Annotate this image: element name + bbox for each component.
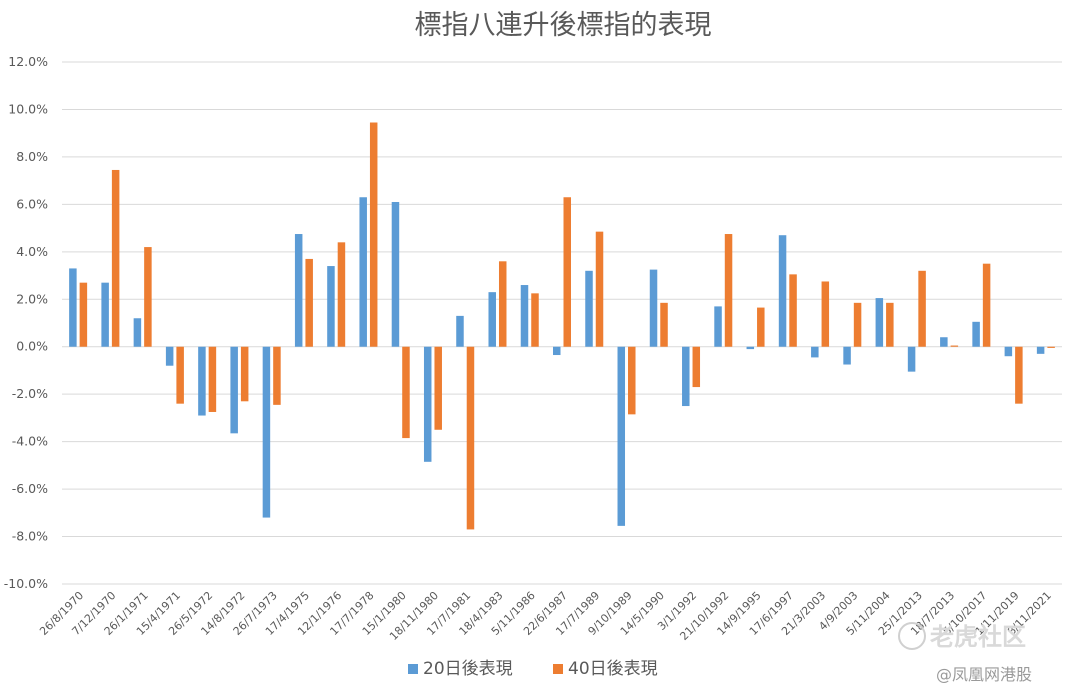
y-tick-label: -8.0%	[12, 529, 48, 544]
y-tick-label: -2.0%	[12, 386, 48, 401]
bar-series-2	[886, 302, 894, 347]
bar-series-2	[660, 302, 668, 347]
y-tick-label: -10.0%	[4, 576, 48, 591]
bar-series-1	[165, 346, 174, 366]
bar-series-1	[617, 346, 626, 526]
bar-series-1	[133, 318, 142, 347]
legend-swatch	[408, 664, 418, 674]
chart-title: 標指八連升後標指的表現	[415, 10, 712, 41]
legend-label: 40日後表現	[568, 659, 658, 679]
bar-series-1	[843, 346, 851, 365]
y-tick-label: 8.0%	[16, 149, 48, 164]
bar-series-2	[918, 270, 926, 347]
bar-series-2	[692, 346, 701, 388]
bar-series-2	[466, 346, 475, 530]
bar-series-2	[950, 345, 959, 347]
bar-series-2	[789, 274, 797, 347]
bar-series-2	[240, 346, 249, 402]
bar-series-1	[520, 285, 529, 347]
bar-series-1	[294, 234, 303, 347]
bar-series-2	[79, 282, 88, 347]
y-tick-label: 0.0%	[16, 339, 48, 354]
bar-series-1	[553, 346, 561, 356]
bar-series-2	[208, 346, 217, 412]
bar-series-2	[434, 346, 442, 430]
bar-series-1	[456, 315, 464, 347]
bar-series-2	[531, 293, 539, 347]
bar-series-1	[682, 346, 690, 407]
y-tick-label: 4.0%	[16, 244, 48, 259]
bar-series-2	[1047, 346, 1055, 348]
bar-series-2	[369, 122, 378, 347]
bar-series-2	[402, 346, 410, 439]
y-tick-label: 6.0%	[16, 196, 48, 211]
bar-series-2	[144, 247, 152, 347]
bar-series-1	[940, 337, 948, 347]
x-axis-category-labels: 26/8/19707/12/197026/1/197115/4/197126/5…	[37, 589, 1054, 643]
bar-series-1	[423, 346, 432, 462]
bar-series-2	[724, 234, 733, 347]
gridlines	[62, 61, 1062, 585]
legend-swatch	[553, 664, 563, 674]
bar-series-2	[176, 346, 184, 404]
bar-series-1	[1036, 346, 1045, 354]
bar-series-1	[907, 346, 916, 372]
bar-series-2	[982, 263, 991, 347]
watermark-logo-icon	[898, 622, 926, 650]
bar-series-2	[853, 302, 862, 347]
bar-series-1	[811, 346, 819, 358]
bar-series-2	[821, 281, 830, 347]
bar-series-1	[1004, 346, 1013, 357]
bar-series-2	[273, 346, 281, 405]
bar-series-1	[875, 298, 884, 347]
bar-series-2	[111, 169, 120, 347]
watermark-credit: @凤凰网港股	[936, 665, 1032, 684]
bar-series-2	[305, 258, 313, 347]
bar-series-2	[628, 346, 636, 415]
bar-series-2	[337, 242, 346, 347]
bars	[69, 122, 1055, 530]
bar-series-1	[488, 292, 496, 347]
legend-label: 20日後表現	[423, 659, 513, 679]
bar-series-1	[391, 201, 400, 347]
legend: 20日後表現 40日後表現	[408, 659, 658, 679]
y-tick-label: 10.0%	[8, 101, 48, 116]
bar-series-2	[498, 261, 507, 347]
watermark: 老虎社区 @凤凰网港股	[898, 622, 1032, 684]
watermark-logo-text: 老虎社区	[930, 623, 1026, 651]
bar-series-1	[69, 268, 77, 347]
bar-series-1	[649, 269, 658, 347]
y-axis-tick-labels: 12.0% 10.0% 8.0% 6.0% 4.0% 2.0% 0.0% -2.0% -4.0%…	[4, 54, 48, 591]
y-tick-label: -4.0%	[12, 434, 48, 449]
bar-series-1	[262, 346, 271, 518]
bar-series-2	[757, 307, 765, 347]
bar-series-1	[714, 306, 722, 347]
bar-series-2	[595, 231, 604, 347]
bar-series-1	[198, 346, 206, 416]
y-tick-label: -6.0%	[12, 481, 48, 496]
bar-series-1	[327, 266, 335, 347]
bar-series-1	[230, 346, 238, 434]
bar-series-1	[585, 270, 593, 347]
y-tick-label: 12.0%	[8, 54, 48, 69]
bar-series-2	[563, 197, 571, 347]
bar-series-1	[101, 282, 109, 347]
bar-series-1	[359, 197, 367, 347]
bar-series-1	[746, 346, 755, 350]
y-tick-label: 2.0%	[16, 291, 48, 306]
bar-series-2	[1015, 346, 1023, 404]
bar-series-1	[972, 321, 980, 347]
bar-series-1	[778, 235, 787, 347]
